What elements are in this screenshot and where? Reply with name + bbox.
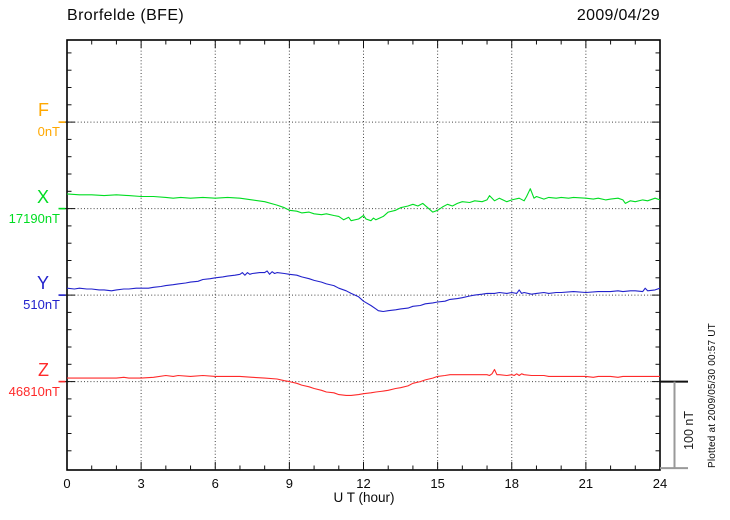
plot-frame — [66, 39, 661, 471]
baseline-markers — [58, 121, 66, 383]
page-title: Brorfelde (BFE) — [67, 7, 185, 24]
series-f-baseline-value: 0nT — [37, 124, 60, 139]
series-f-label: F — [38, 100, 49, 120]
x-tick-label: 9 — [285, 476, 293, 491]
plotted-at-note: Plotted at 2009/05/30 00:57 UT — [707, 323, 718, 468]
x-tick-label: 18 — [504, 476, 519, 491]
series-x-baseline-value: 17190nT — [8, 211, 60, 226]
x-tick-label: 0 — [63, 476, 71, 491]
series-z-label: Z — [38, 360, 49, 380]
series-x-curve — [66, 188, 661, 222]
x-axis-label: U T (hour) — [333, 490, 395, 505]
series-z-curve — [67, 368, 660, 396]
x-tick-label: 24 — [652, 476, 668, 491]
series-x-label: X — [36, 187, 49, 207]
series-y-baseline-value: 510nT — [23, 297, 60, 312]
series-y-curve — [66, 270, 661, 313]
scale-bar — [660, 380, 688, 470]
x-tick-label: 12 — [356, 476, 371, 491]
series-z-baseline-value: 46810nT — [8, 384, 60, 399]
gridlines — [68, 41, 659, 469]
x-tick-label: 6 — [211, 476, 219, 491]
series-y-label: Y — [36, 273, 49, 293]
x-tick-label: 3 — [137, 476, 145, 491]
x-tick-label: 21 — [578, 476, 594, 491]
axis-ticks — [60, 40, 660, 470]
plot-date: 2009/04/29 — [576, 7, 660, 24]
scale-bar-label: 100 nT — [682, 411, 696, 450]
x-tick-label: 15 — [430, 476, 445, 491]
